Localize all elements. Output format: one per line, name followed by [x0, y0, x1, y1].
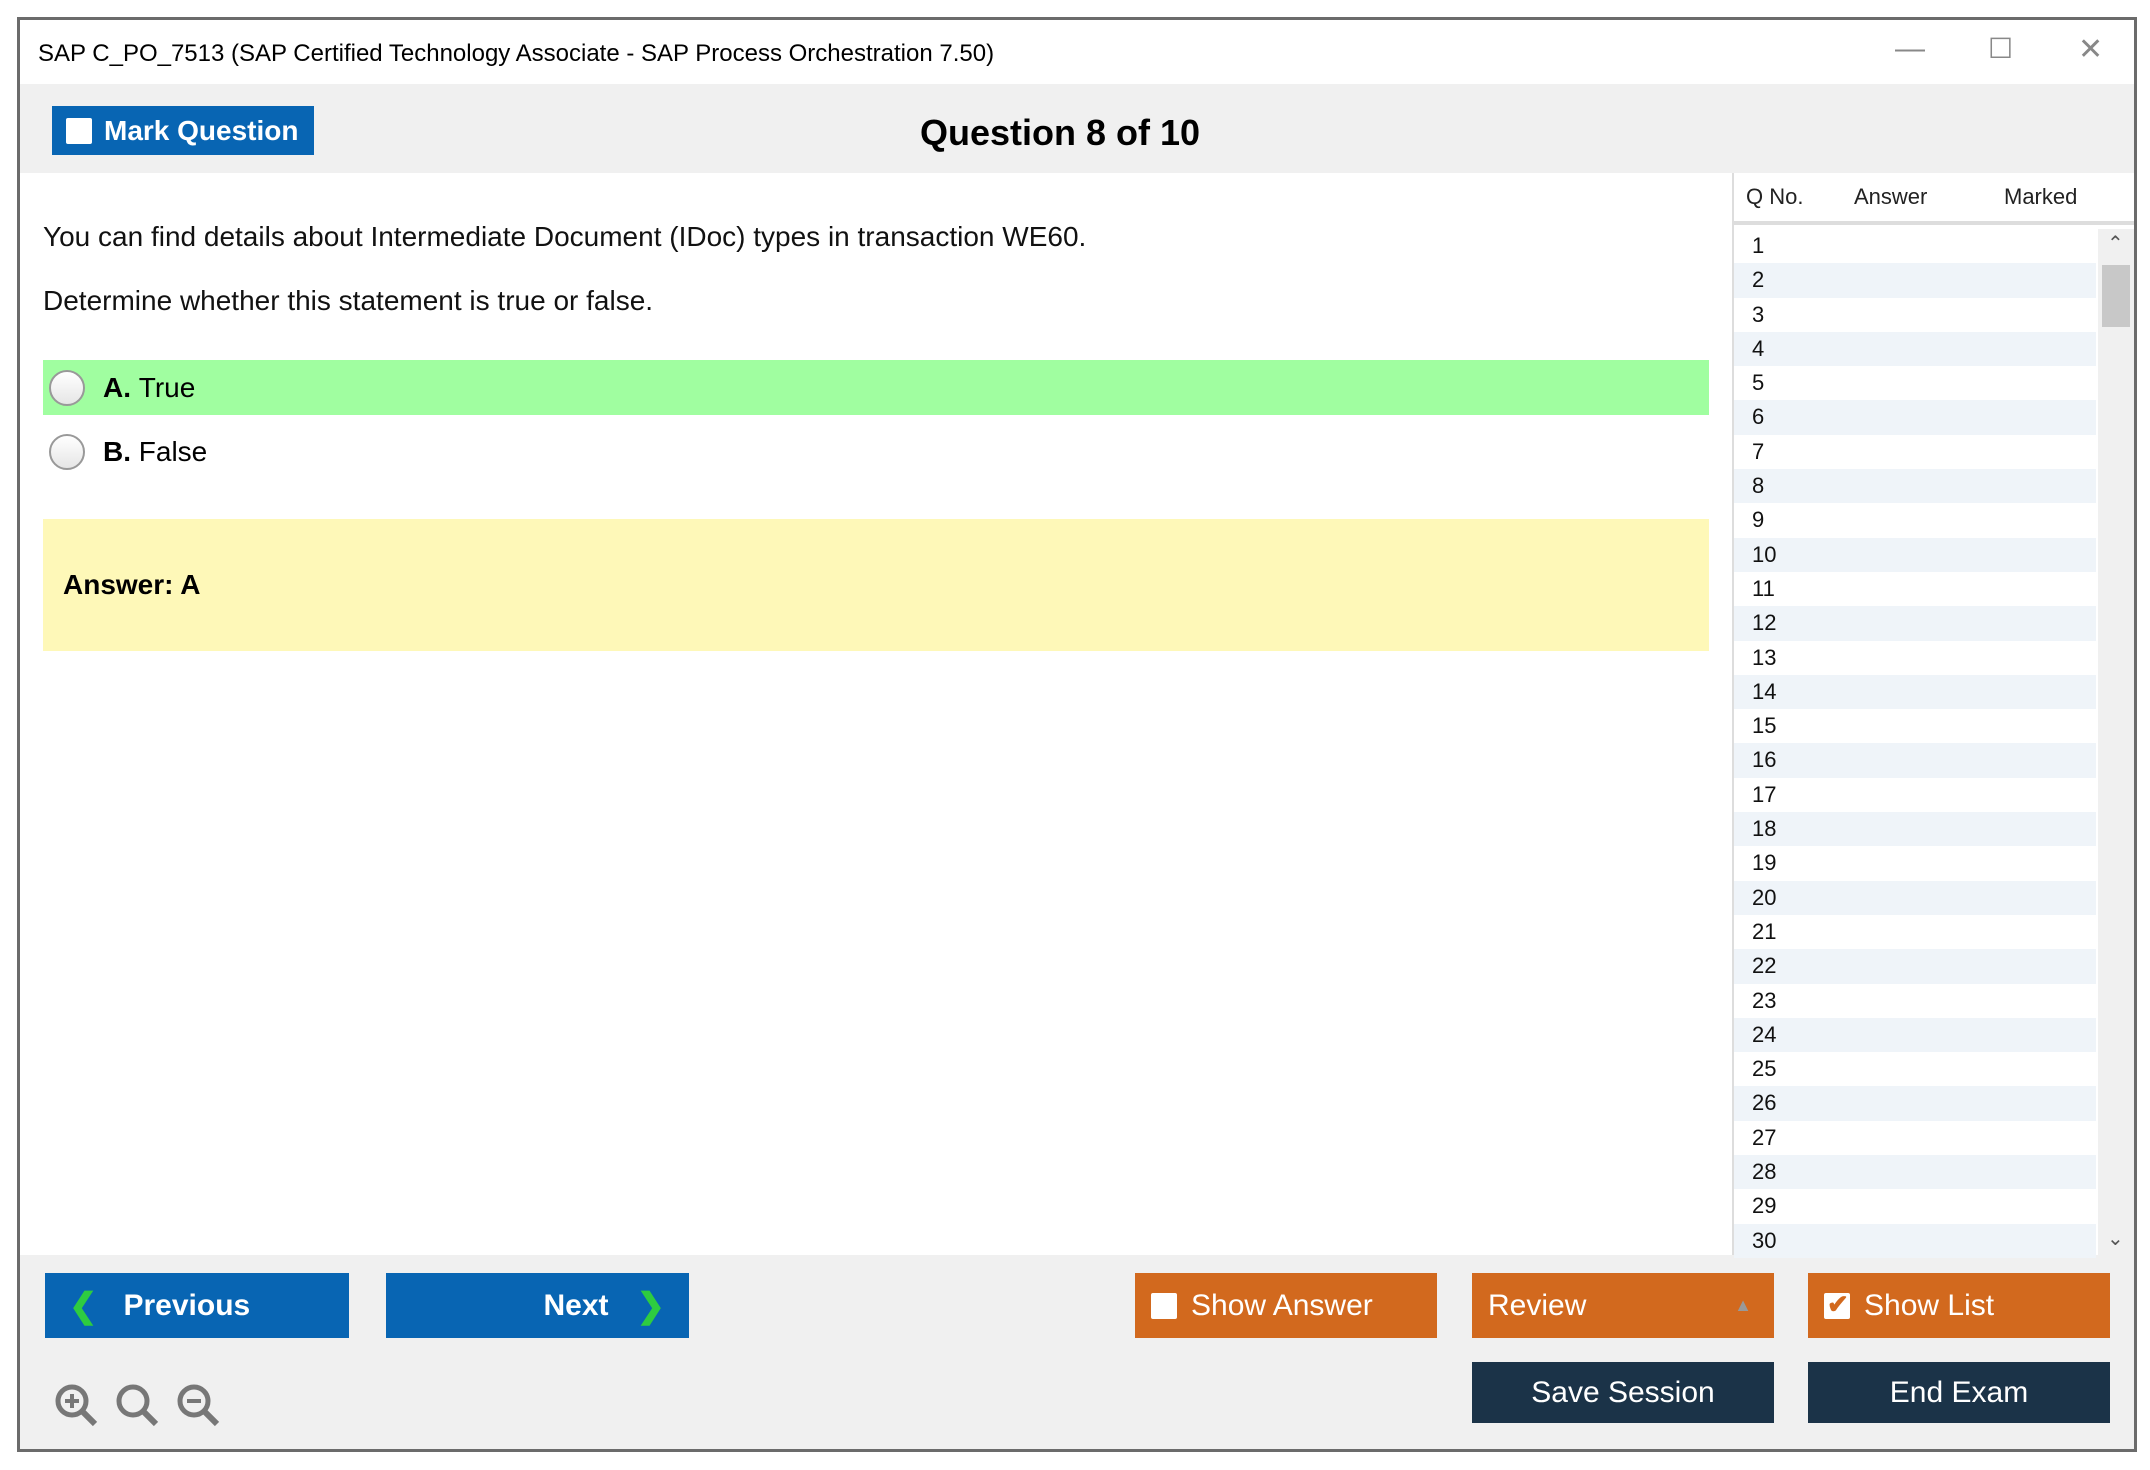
mark-question-button[interactable]: Mark Question: [52, 106, 314, 155]
list-item[interactable]: 24: [1734, 1017, 2096, 1053]
checkbox-icon: [66, 117, 92, 144]
list-item[interactable]: 17: [1752, 781, 1777, 807]
show-list-button[interactable]: ✔ Show List: [1808, 1273, 2110, 1338]
list-item[interactable]: 29: [1752, 1193, 1777, 1219]
question-title: Question 8 of 10: [919, 112, 1201, 153]
option-a[interactable]: A. True: [43, 360, 1709, 415]
option-letter: B.: [103, 435, 131, 467]
minimize-icon[interactable]: —: [1895, 32, 1925, 65]
list-item[interactable]: 30: [1734, 1223, 2096, 1258]
list-item[interactable]: 28: [1734, 1155, 2096, 1190]
radio-button[interactable]: [49, 369, 85, 406]
previous-button[interactable]: ❮ Previous: [45, 1273, 349, 1338]
zoom-reset-icon[interactable]: [114, 1382, 160, 1428]
list-item[interactable]: 22: [1734, 949, 2096, 984]
triangle-up-icon: ▲: [1734, 1295, 1752, 1315]
question-content: You can find details about Intermediate …: [20, 173, 1732, 1255]
question-list: Q No. Answer Marked 1 2 3 4 5 6 7 8 9 10 11 12 13 14 1…: [1732, 173, 2134, 1258]
checkbox-checked-icon: ✔: [1824, 1289, 1850, 1319]
show-answer-button[interactable]: Show Answer: [1135, 1273, 1437, 1338]
next-label: Next: [543, 1288, 609, 1322]
checkbox-icon: [1151, 1292, 1177, 1319]
list-item[interactable]: 4: [1734, 331, 2096, 367]
chevron-right-icon: ❯: [636, 1286, 666, 1325]
scrollbar-thumb[interactable]: [2102, 265, 2130, 327]
next-button[interactable]: Next ❯: [386, 1273, 689, 1338]
list-item[interactable]: 21: [1752, 918, 1777, 944]
list-header: Q No. Answer Marked: [1734, 173, 2134, 225]
question-text: You can find details about Intermediate …: [43, 221, 1087, 252]
radio-button[interactable]: [49, 433, 85, 470]
header-marked: Marked: [2004, 184, 2078, 209]
list-item[interactable]: 23: [1752, 987, 1777, 1013]
header-qno: Q No.: [1746, 184, 1804, 209]
mark-question-label: Mark Question: [104, 114, 299, 146]
list-item[interactable]: 12: [1734, 606, 2096, 641]
list-rows: 1 2 3 4 5 6 7 8 9 10 11 12 13 14 15 16 17 18 19 20 21 22 23 24 2…: [1734, 229, 2096, 1258]
list-item[interactable]: 1: [1752, 233, 1765, 258]
list-item[interactable]: 9: [1752, 507, 1765, 533]
list-item[interactable]: 27: [1752, 1124, 1777, 1150]
header-answer: Answer: [1854, 184, 1928, 209]
show-list-label: Show List: [1864, 1288, 1995, 1322]
previous-label: Previous: [123, 1288, 251, 1322]
scroll-down-icon[interactable]: ⌄: [2107, 1228, 2124, 1250]
toolbar: Mark Question Question 8 of 10: [20, 84, 2134, 173]
zoom-out-icon[interactable]: [175, 1382, 221, 1428]
list-item[interactable]: 20: [1734, 880, 2096, 915]
option-b[interactable]: B. False: [43, 424, 1709, 479]
show-answer-label: Show Answer: [1191, 1288, 1373, 1322]
list-item[interactable]: 11: [1752, 575, 1775, 601]
list-item[interactable]: 14: [1734, 674, 2096, 710]
end-exam-button[interactable]: End Exam: [1808, 1362, 2110, 1423]
save-session-button[interactable]: Save Session: [1472, 1362, 1774, 1423]
option-text: False: [138, 435, 208, 467]
chevron-left-icon: ❮: [69, 1286, 98, 1325]
list-item[interactable]: 3: [1752, 301, 1765, 327]
title-bar: SAP C_PO_7513 (SAP Certified Technology …: [20, 20, 2134, 84]
list-item[interactable]: 10: [1734, 537, 2096, 572]
maximize-icon[interactable]: ☐: [1988, 33, 2014, 64]
list-item[interactable]: 8: [1734, 469, 2096, 504]
list-item[interactable]: 26: [1734, 1086, 2096, 1121]
list-item[interactable]: 5: [1752, 370, 1765, 396]
review-label: Review: [1488, 1288, 1587, 1322]
list-item[interactable]: 15: [1752, 713, 1777, 739]
list-item[interactable]: 13: [1752, 644, 1777, 670]
list-item[interactable]: 18: [1734, 812, 2096, 847]
list-item[interactable]: 16: [1734, 743, 2096, 778]
scrollbar[interactable]: ⌃ ⌄: [2098, 229, 2134, 1255]
window-title: SAP C_PO_7513 (SAP Certified Technology …: [38, 40, 995, 67]
list-item[interactable]: 7: [1752, 438, 1765, 464]
scroll-up-icon[interactable]: ⌃: [2107, 233, 2124, 255]
question-instruction: Determine whether this statement is true…: [43, 285, 654, 316]
list-item[interactable]: 6: [1734, 400, 2096, 435]
close-icon[interactable]: ✕: [2078, 33, 2104, 66]
list-item[interactable]: 25: [1752, 1056, 1777, 1082]
list-item[interactable]: 2: [1734, 263, 2096, 298]
option-text: True: [138, 371, 196, 403]
app-window: SAP C_PO_7513 (SAP Certified Technology …: [17, 17, 2137, 1452]
review-button[interactable]: Review ▲: [1472, 1273, 1774, 1338]
zoom-in-icon[interactable]: [53, 1382, 99, 1428]
answer-box: Answer: A: [43, 519, 1709, 651]
list-item[interactable]: 19: [1752, 850, 1777, 876]
option-letter: A.: [103, 371, 131, 403]
